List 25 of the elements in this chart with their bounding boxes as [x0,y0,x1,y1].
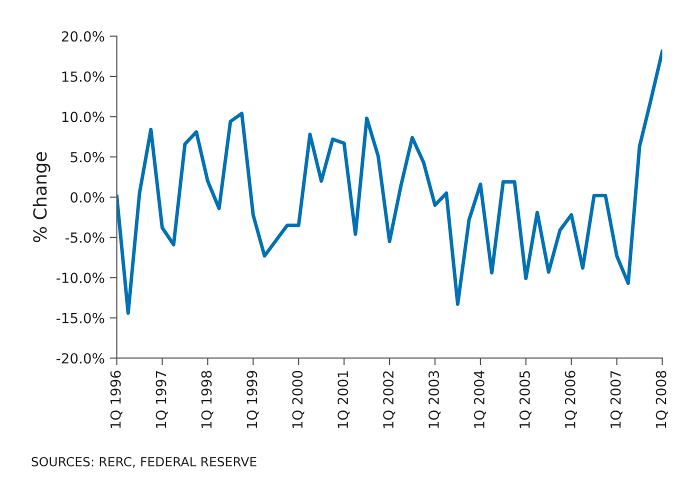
y-tick-label: 5.0% [70,152,104,162]
line-series [116,50,662,315]
y-tick-label: -5.0% [65,232,104,243]
source-note: SOURCES: RERC, FEDERAL RESERVE [32,456,256,468]
y-tick-label: 0.0% [70,192,104,203]
y-tick-label: -20.0% [56,353,104,364]
x-tick-label: 1Q 2004 [474,370,486,428]
x-tick-label: 1Q 2008 [656,370,668,428]
x-tick-label: 1Q 2003 [428,371,441,428]
x-tick-label: 1Q 2007 [610,371,622,428]
x-tick-label: 1Q 2006 [564,370,577,428]
y-tick-label: -10.0% [56,272,104,284]
y-tick-label: 15.0% [62,71,104,82]
y-tick-label: 10.0% [62,112,104,122]
x-tick-label: 1Q 2000 [292,370,304,428]
x-tick-label: 1Q 2005 [519,371,532,428]
x-tick-label: 1Q 2002 [383,371,396,428]
y-axis-title: % Change [32,152,50,242]
x-tick-label: 1Q 1998 [201,370,214,428]
x-tick-label: 1Q 2001 [338,371,350,428]
x-tick-label: 1Q 1996 [110,370,122,428]
x-tick-label: 1Q 1999 [246,370,259,428]
x-tick-label: 1Q 1997 [156,371,168,428]
y-tick-label: 20.0% [62,31,104,42]
y-tick-label: -15.0% [56,312,104,324]
